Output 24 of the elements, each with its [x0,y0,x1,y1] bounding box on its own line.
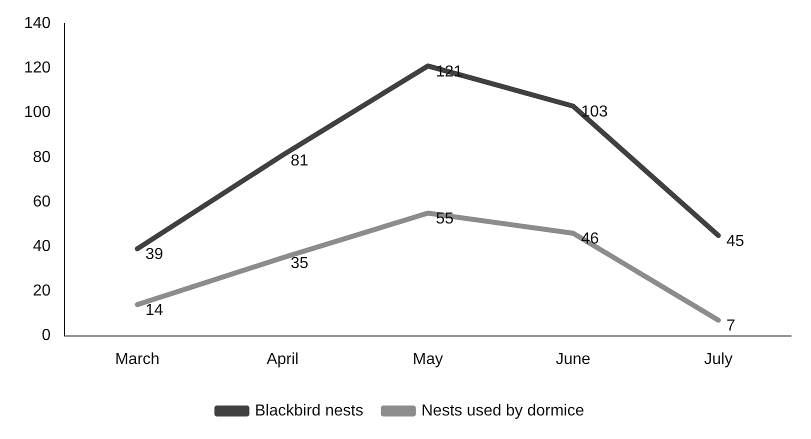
legend-label: Nests used by dormice [421,402,584,420]
y-tick-label: 40 [32,238,51,256]
data-label: 46 [581,230,600,248]
y-tick-label: 20 [32,282,51,300]
x-tick-label: June [556,350,591,368]
data-label: 55 [436,210,454,228]
data-label: 81 [290,152,308,170]
data-label: 14 [145,302,164,319]
x-tick-label: May [412,350,443,368]
y-tick-label: 0 [42,327,51,344]
y-tick-label: 140 [24,15,51,32]
x-tick-label: July [704,350,733,368]
x-tick-label: March [115,350,160,368]
data-label: 7 [726,318,736,335]
data-label: 35 [290,255,308,272]
x-tick-label: April [266,350,299,368]
y-tick-label: 100 [24,104,51,122]
y-tick-label: 80 [32,148,51,166]
y-tick-label: 120 [24,60,51,77]
legend-label: Blackbird nests [254,402,364,420]
y-tick-label: 60 [32,193,51,210]
data-label: 103 [581,104,608,121]
data-label: 39 [145,246,164,264]
data-label: 45 [726,232,744,250]
